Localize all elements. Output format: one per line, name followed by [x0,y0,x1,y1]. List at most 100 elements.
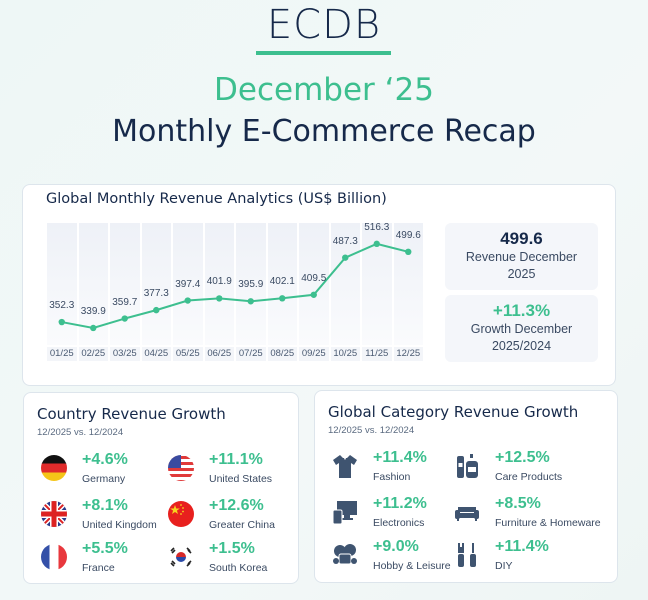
country-pct: +8.1% [82,497,128,514]
category-item-furniture: +8.5% Furniture & Homeware [453,495,613,535]
data-label: 395.9 [238,279,264,291]
country-item-south-korea: +1.5% South Korea [167,540,307,580]
country-pct: +1.5% [209,540,255,557]
flag-usa-icon [168,455,194,481]
data-point [373,240,380,248]
category-card-title: Global Category Revenue Growth [328,403,579,421]
chart-title: Global Monthly Revenue Analytics (US$ Bi… [46,191,387,207]
page-title: Monthly E-Commerce Recap [112,114,536,149]
category-pct: +11.4% [495,538,549,555]
data-label: 402.1 [269,276,295,288]
country-name: United States [209,473,273,485]
category-pct: +9.0% [373,538,419,555]
logo: ECDB [266,2,382,48]
data-point [153,306,160,314]
flag-china-icon [168,501,194,527]
category-pct: +8.5% [495,495,541,512]
tools-icon [458,543,476,567]
data-label: 516.3 [364,221,390,233]
x-axis-label: 10/25 [330,347,360,361]
revenue-line-chart: 01/25 352.3 02/25 339.9 03/25 359.7 04/25 377.3… [46,221,424,371]
flag-south-korea-icon [168,544,194,570]
country-item-germany: +4.6% Germany [40,451,180,491]
data-point [279,295,286,302]
data-point [216,295,223,302]
category-name: Care Products [495,471,563,483]
data-label: 499.6 [395,229,421,241]
country-item-china: +12.6% Greater China [167,497,307,537]
category-name: DIY [495,560,513,572]
chart-column-bg [141,223,171,345]
category-item-electronics: +11.2% Electronics [331,495,471,535]
x-axis-label: 12/25 [393,347,423,361]
country-name: United Kingdom [82,519,157,531]
devices-icon [332,501,357,525]
country-name: France [82,562,115,574]
kpi-revenue-label-2: 2025 [507,267,536,281]
country-card-subtitle: 12/2025 vs. 12/2024 [37,427,124,438]
data-point [58,318,65,326]
data-point [310,291,317,298]
flag-uk-icon [41,501,67,527]
x-axis-label: 11/25 [362,347,392,361]
x-axis-label: 03/25 [110,347,140,361]
category-item-care-products: +12.5% Care Products [453,449,613,489]
country-name: Greater China [209,519,275,531]
logo-underline [256,51,391,55]
country-item-uk: +8.1% United Kingdom [40,497,180,537]
country-item-france: +5.5% France [40,540,180,580]
month-heading: December ‘25 [214,72,434,108]
category-growth-card: Global Category Revenue Growth 12/2025 v… [314,390,618,583]
category-pct: +11.4% [373,449,427,466]
country-pct: +5.5% [82,540,128,557]
data-label: 352.3 [49,300,75,312]
data-point [405,248,412,256]
category-item-diy: +11.4% DIY [453,538,613,578]
data-point [90,324,97,332]
data-point [247,298,254,305]
data-label: 339.9 [80,305,106,317]
category-item-fashion: +11.4% Fashion [331,449,471,489]
country-pct: +4.6% [82,451,128,468]
category-pct: +12.5% [495,449,550,466]
category-pct: +11.2% [373,495,427,512]
kpi-revenue-label: Revenue December [465,250,578,264]
sofa-icon [455,507,479,521]
x-axis-label: 08/25 [267,347,297,361]
country-name: Germany [82,473,126,485]
category-name: Hobby & Leisure [373,560,451,572]
chart-column-bg [204,223,234,345]
data-label: 401.9 [206,276,232,288]
data-label: 359.7 [112,296,138,308]
category-name: Furniture & Homeware [495,517,601,529]
x-axis-label: 02/25 [78,347,108,361]
category-name: Electronics [373,517,425,529]
x-axis-label: 09/25 [299,347,329,361]
x-axis-label: 07/25 [236,347,266,361]
kpi-revenue: 499.6 Revenue December 2025 [445,223,598,290]
chart-line [58,240,412,332]
toys-icon [333,544,357,565]
data-label: 397.4 [175,278,201,290]
chart-column-bg [236,223,266,345]
country-growth-card: Country Revenue Growth 12/2025 vs. 12/20… [23,392,299,584]
bottles-icon [457,454,478,478]
x-axis-label: 06/25 [204,347,234,361]
category-name: Fashion [373,471,411,483]
revenue-card: Global Monthly Revenue Analytics (US$ Bi… [22,184,616,386]
data-point [121,315,128,322]
category-item-hobby: +9.0% Hobby & Leisure [331,538,471,578]
data-label: 409.5 [301,272,327,284]
chart-column-bg [393,223,423,345]
chart-column-bg [330,223,360,345]
category-card-subtitle: 12/2025 vs. 12/2024 [328,425,415,436]
country-pct: +11.1% [209,451,263,468]
kpi-growth: +11.3% Growth December 2025/2024 [445,295,598,362]
data-point [342,254,349,261]
x-axis-label: 04/25 [141,347,171,361]
country-pct: +12.6% [209,497,264,514]
data-label: 377.3 [143,288,169,300]
flag-germany-icon [41,455,67,481]
chart-column-bg [267,223,297,345]
country-card-title: Country Revenue Growth [37,405,226,423]
